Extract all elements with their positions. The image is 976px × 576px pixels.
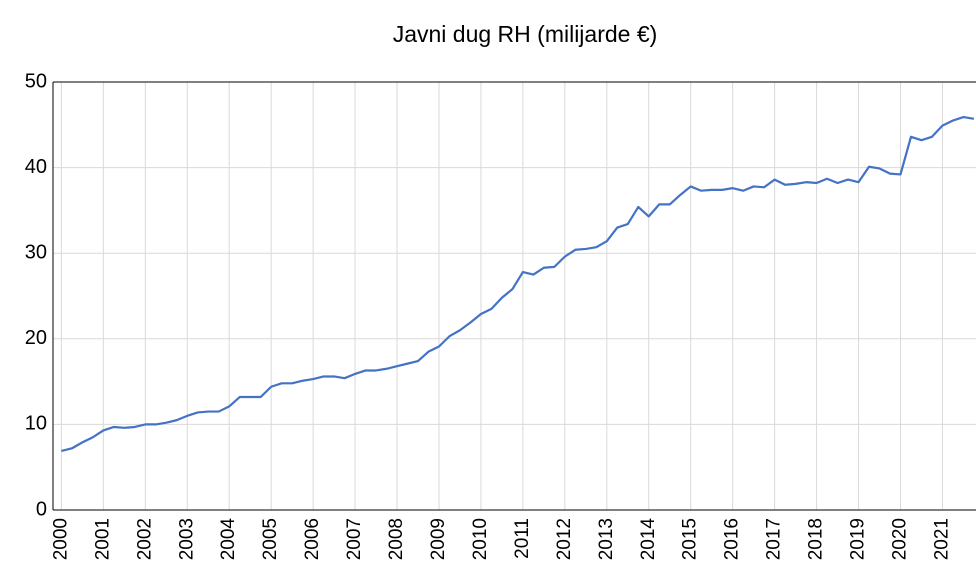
x-tick-label: 2011 <box>512 518 533 559</box>
x-tick-label: 2020 <box>889 518 910 560</box>
x-tick-label: 2009 <box>428 518 449 560</box>
x-tick-label: 2005 <box>260 518 281 560</box>
x-tick-label: 2019 <box>848 518 869 560</box>
y-tick-label: 40 <box>25 156 47 178</box>
x-tick-label: 2014 <box>638 518 659 561</box>
x-tick-label: 2010 <box>470 518 491 560</box>
x-tick-label: 2021 <box>931 518 952 560</box>
x-tick-label: 2016 <box>722 518 743 560</box>
x-tick-label: 2006 <box>302 518 323 560</box>
chart-title: Javni dug RH (milijarde €) <box>393 21 658 47</box>
x-tick-label: 2018 <box>806 518 827 560</box>
y-tick-label: 30 <box>25 241 47 263</box>
x-tick-label: 2013 <box>596 518 617 560</box>
x-tick-label: 2008 <box>386 518 407 560</box>
y-tick-label: 50 <box>25 70 47 92</box>
x-tick-label: 2012 <box>554 518 575 560</box>
x-tick-label: 2001 <box>92 518 113 560</box>
y-tick-label: 20 <box>25 327 47 349</box>
y-tick-label: 10 <box>25 413 47 435</box>
x-tick-label: 2000 <box>50 518 71 560</box>
data-line <box>61 115 975 453</box>
x-tick-label: 2017 <box>764 518 785 560</box>
x-tick-label: 2015 <box>680 518 701 560</box>
y-tick-label: 0 <box>36 498 47 520</box>
x-tick-label: 2007 <box>344 518 365 560</box>
x-tick-label: 2004 <box>218 518 239 561</box>
x-tick-label: 2003 <box>176 518 197 560</box>
x-tick-label: 2002 <box>134 518 155 560</box>
